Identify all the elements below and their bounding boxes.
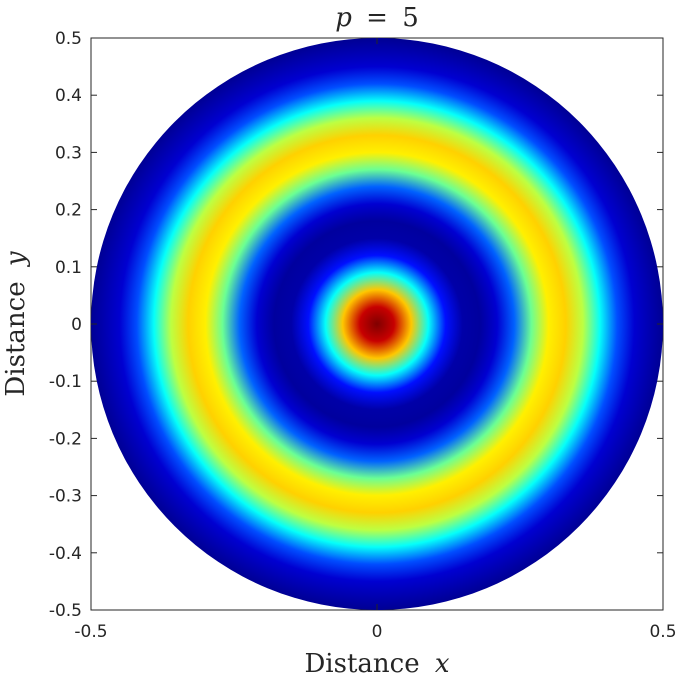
tick-marks (90, 37, 664, 611)
y-axis-label-text: Distance (1, 281, 31, 396)
title-variable: p (335, 3, 352, 33)
title-operator: = (366, 3, 388, 33)
y-tick-labels: 0.5 0.4 0.3 0.2 0.1 0 -0.1 -0.2 -0.3 -0.4 -0.5 (49, 29, 82, 621)
field-disk (91, 38, 663, 610)
y-tick-label: 0.3 (55, 143, 82, 163)
y-tick-label: 0.1 (55, 258, 82, 278)
x-tick-label: 0.5 (649, 622, 676, 642)
x-axis-label-variable: x (435, 649, 450, 675)
x-axis-label: Distance x (304, 649, 449, 675)
y-tick-label: 0.2 (55, 201, 82, 221)
x-tick-label: -0.5 (74, 622, 107, 642)
y-tick-label: -0.4 (49, 544, 82, 564)
x-axis-label-text: Distance (304, 649, 419, 675)
x-tick-label: 0 (372, 622, 383, 642)
title-value: 5 (402, 3, 419, 33)
y-tick-label: 0 (71, 315, 82, 335)
x-tick-labels: -0.5 0 0.5 (74, 622, 676, 642)
y-tick-label: 0.4 (55, 86, 82, 106)
chart-title: p = 5 (335, 3, 419, 33)
y-axis-label: Distance y (1, 251, 31, 396)
y-tick-label: -0.5 (49, 601, 82, 621)
y-axis-label-variable: y (1, 251, 31, 267)
y-tick-label: 0.5 (55, 29, 82, 49)
y-tick-label: -0.1 (49, 372, 82, 392)
y-tick-label: -0.2 (49, 429, 82, 449)
y-tick-label: -0.3 (49, 487, 82, 507)
